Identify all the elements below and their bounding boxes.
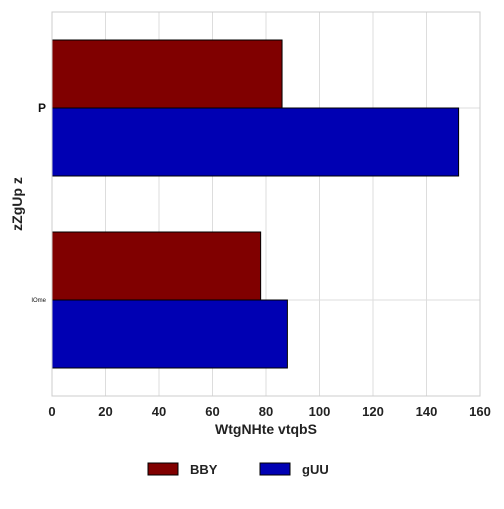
x-tick-label: 140 bbox=[416, 404, 438, 419]
bar-gUU-P bbox=[51, 107, 460, 177]
x-tick-labels: 0 20 40 60 80 100 120 140 160 bbox=[48, 404, 490, 419]
x-tick-label: 0 bbox=[48, 404, 55, 419]
legend-label-gUU: gUU bbox=[302, 462, 329, 477]
x-tick-label: 120 bbox=[362, 404, 384, 419]
y-category-labels: P IOme bbox=[31, 101, 46, 304]
legend: BBY gUU bbox=[147, 462, 329, 477]
y-category-label: IOme bbox=[31, 298, 46, 304]
bars bbox=[51, 39, 460, 369]
legend-swatch-BBY bbox=[147, 462, 179, 476]
x-tick-label: 40 bbox=[152, 404, 166, 419]
bar-BBY-P bbox=[51, 39, 283, 109]
y-axis-title: zZgUp z bbox=[9, 177, 25, 231]
x-tick-label: 20 bbox=[98, 404, 112, 419]
x-tick-label: 100 bbox=[309, 404, 331, 419]
x-axis-title: WtgNHte vtqbS bbox=[215, 421, 317, 437]
plot-frame bbox=[51, 11, 481, 397]
y-category-label: P bbox=[38, 101, 46, 115]
legend-swatch-gUU bbox=[259, 462, 291, 476]
x-tick-label: 80 bbox=[259, 404, 273, 419]
legend-label-BBY: BBY bbox=[190, 462, 218, 477]
bar-BBY-IOme bbox=[51, 231, 262, 301]
bar-gUU-IOme bbox=[51, 299, 288, 369]
x-tick-label: 60 bbox=[205, 404, 219, 419]
x-tick-label: 160 bbox=[469, 404, 491, 419]
